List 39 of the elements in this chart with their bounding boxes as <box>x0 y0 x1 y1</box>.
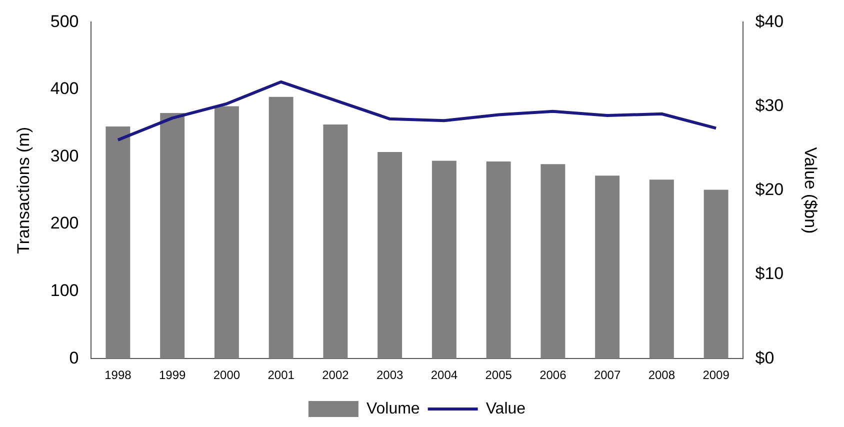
bar <box>106 126 130 359</box>
y2-tick-label: $0 <box>755 348 774 368</box>
bar <box>649 180 674 359</box>
x-tick-label: 1999 <box>158 368 186 382</box>
bar <box>268 96 294 359</box>
x-tick-label: 2008 <box>648 368 676 382</box>
bar <box>704 190 728 359</box>
bar <box>378 152 402 359</box>
y-tick-label: 0 <box>69 348 79 368</box>
y2-tick-label: $20 <box>755 180 784 200</box>
y2-tick-label: $10 <box>755 264 784 284</box>
bar <box>595 176 620 359</box>
y-tick-label: 500 <box>50 12 79 31</box>
x-tick-label: 2007 <box>594 368 621 382</box>
legend-label: Value <box>486 400 526 418</box>
y-tick-label: 400 <box>50 79 79 98</box>
x-tick-label: 2005 <box>485 368 512 382</box>
bar <box>540 164 566 359</box>
x-tick-label: 2003 <box>376 368 404 382</box>
bar <box>486 161 511 359</box>
y2-tick-label: $30 <box>755 96 784 115</box>
y-axis-title: Transactions (m) <box>14 126 33 254</box>
x-tick-label: 2004 <box>430 368 458 382</box>
y2-tick-label: $40 <box>755 12 784 31</box>
bar <box>432 160 456 359</box>
bar <box>323 124 348 359</box>
y2-axis-title: Value ($bn) <box>801 147 820 234</box>
x-tick-label: 2009 <box>702 368 730 382</box>
x-tick-label: 2002 <box>322 368 350 382</box>
y-tick-label: 200 <box>50 214 79 233</box>
x-tick-label: 2001 <box>268 368 295 382</box>
bar <box>160 113 185 359</box>
x-tick-label: 2000 <box>213 368 240 382</box>
legend-label: Volume <box>366 400 420 418</box>
y-tick-label: 300 <box>50 146 79 166</box>
x-tick-label: 2006 <box>540 368 567 382</box>
bar <box>214 106 239 359</box>
y-tick-label: 100 <box>50 281 79 300</box>
x-tick-label: 1998 <box>104 368 132 382</box>
